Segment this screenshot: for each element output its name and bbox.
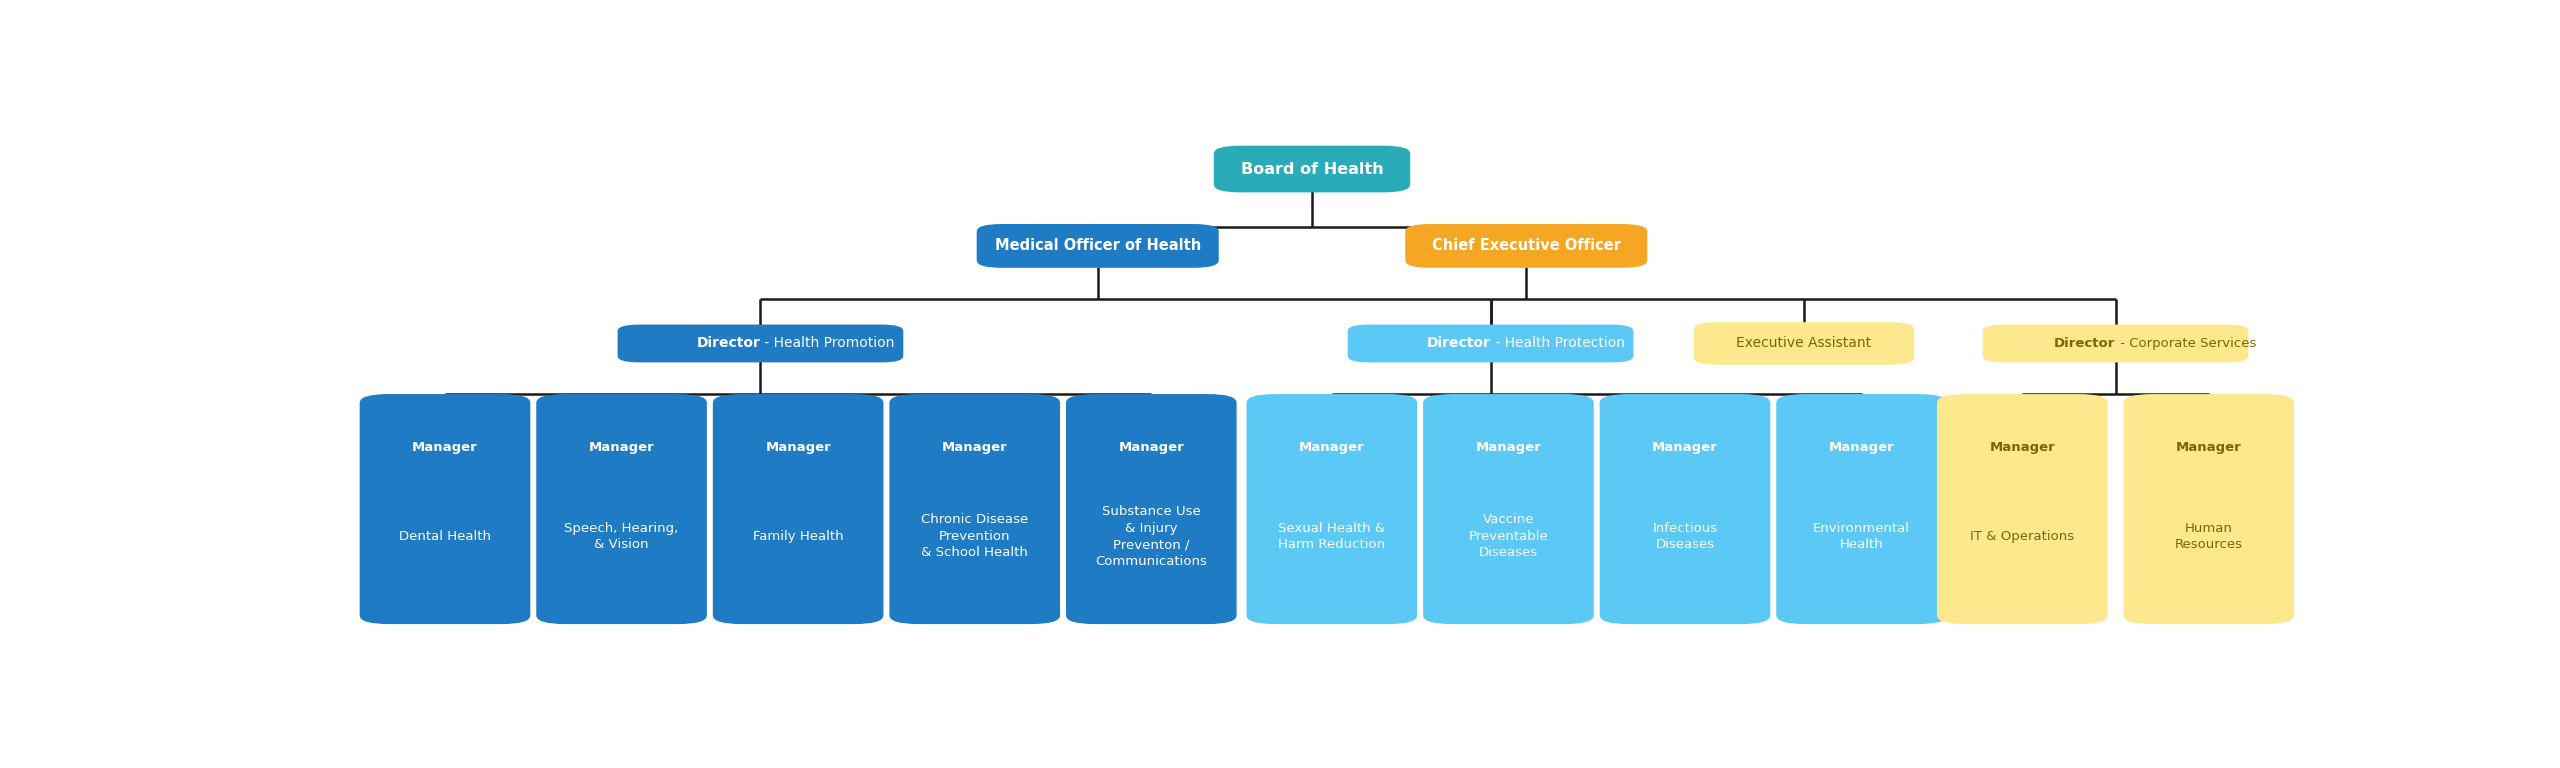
FancyBboxPatch shape [1247, 394, 1418, 624]
FancyBboxPatch shape [535, 394, 707, 624]
Text: Vaccine
Preventable
Diseases: Vaccine Preventable Diseases [1469, 513, 1549, 559]
FancyBboxPatch shape [358, 394, 530, 624]
Text: Director: Director [1426, 336, 1490, 350]
FancyBboxPatch shape [1938, 394, 2107, 624]
Text: Manager: Manager [589, 441, 655, 454]
Text: Manager: Manager [1119, 441, 1185, 454]
Text: Human
Resources: Human Resources [2176, 521, 2243, 551]
Text: Dental Health: Dental Health [399, 530, 492, 543]
Text: Director: Director [2053, 337, 2115, 350]
Text: Board of Health: Board of Health [1242, 161, 1382, 177]
Text: Executive Assistant: Executive Assistant [1736, 336, 1871, 350]
Text: Director: Director [696, 336, 760, 350]
Text: Medical Officer of Health: Medical Officer of Health [996, 238, 1201, 253]
Text: Manager: Manager [765, 441, 832, 454]
FancyBboxPatch shape [1347, 325, 1633, 362]
Text: - Corporate Services: - Corporate Services [2115, 337, 2255, 350]
FancyBboxPatch shape [1600, 394, 1772, 624]
Text: Manager: Manager [1828, 441, 1894, 454]
Text: Sexual Health &
Harm Reduction: Sexual Health & Harm Reduction [1277, 521, 1385, 551]
Text: Manager: Manager [1989, 441, 2056, 454]
Text: Manager: Manager [412, 441, 479, 454]
FancyBboxPatch shape [2122, 394, 2294, 624]
FancyBboxPatch shape [1777, 394, 1946, 624]
Text: Chief Executive Officer: Chief Executive Officer [1431, 238, 1620, 253]
FancyBboxPatch shape [712, 394, 883, 624]
FancyBboxPatch shape [978, 224, 1219, 268]
Text: Infectious
Diseases: Infectious Diseases [1651, 521, 1718, 551]
Text: Manager: Manager [1651, 441, 1718, 454]
FancyBboxPatch shape [888, 394, 1060, 624]
Text: - Health Protection: - Health Protection [1490, 336, 1626, 350]
FancyBboxPatch shape [1405, 224, 1646, 268]
Text: IT & Operations: IT & Operations [1971, 530, 2074, 543]
Text: Family Health: Family Health [753, 530, 842, 543]
FancyBboxPatch shape [1423, 394, 1595, 624]
FancyBboxPatch shape [1213, 146, 1411, 193]
Text: Speech, Hearing,
& Vision: Speech, Hearing, & Vision [563, 521, 678, 551]
FancyBboxPatch shape [1981, 325, 2248, 362]
FancyBboxPatch shape [617, 325, 904, 362]
Text: - Health Promotion: - Health Promotion [760, 336, 896, 350]
Text: Manager: Manager [942, 441, 1009, 454]
Text: Substance Use
& Injury
Preventon /
Communications: Substance Use & Injury Preventon / Commu… [1096, 505, 1208, 568]
Text: Manager: Manager [2176, 441, 2243, 454]
Text: Chronic Disease
Prevention
& School Health: Chronic Disease Prevention & School Heal… [922, 513, 1029, 559]
Text: Environmental
Health: Environmental Health [1812, 521, 1910, 551]
FancyBboxPatch shape [1065, 394, 1236, 624]
Text: Manager: Manager [1475, 441, 1541, 454]
Text: Manager: Manager [1298, 441, 1364, 454]
FancyBboxPatch shape [1695, 323, 1915, 365]
